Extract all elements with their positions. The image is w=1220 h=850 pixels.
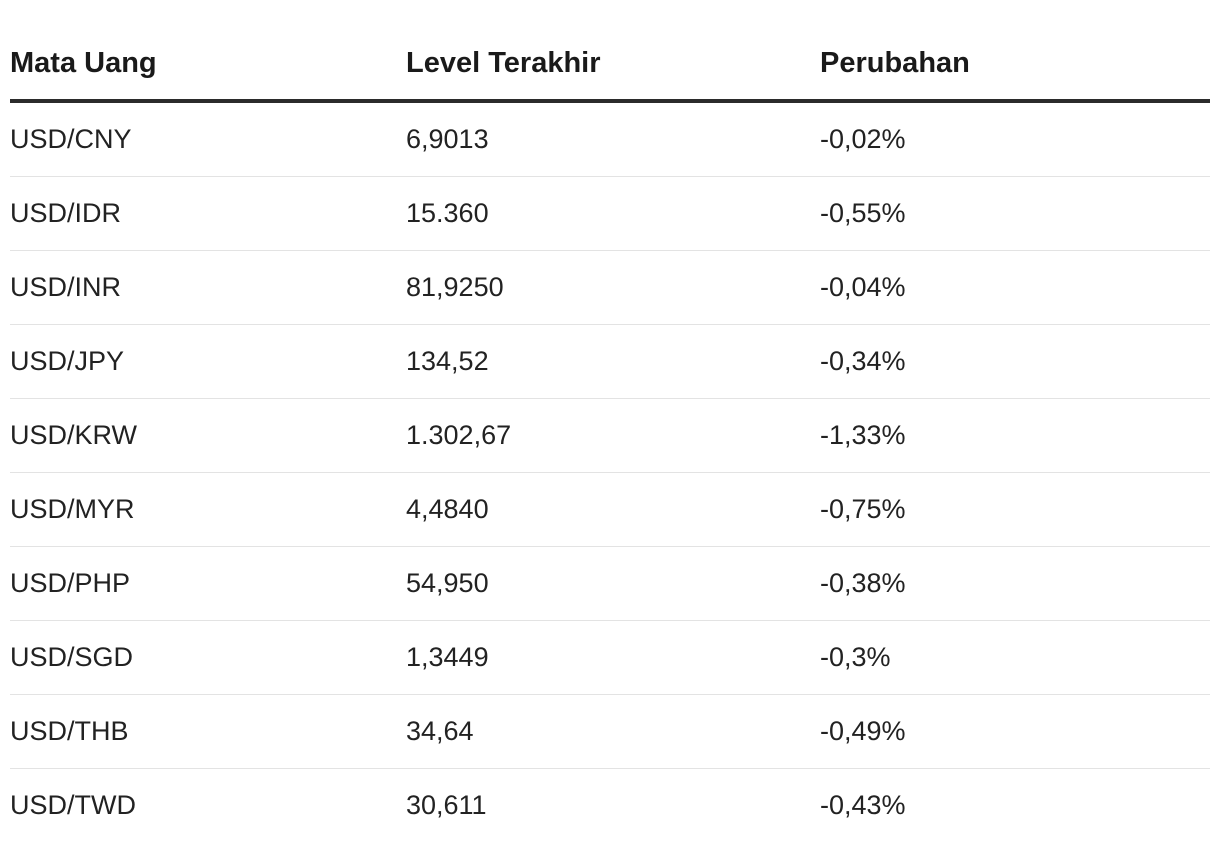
table-row: USD/THB 34,64 -0,49%	[10, 694, 1210, 769]
currency-pair-cell: USD/SGD	[10, 620, 406, 695]
last-level-cell: 1.302,67	[406, 398, 820, 473]
change-cell: -0,34%	[820, 324, 1210, 399]
currency-table: Mata Uang Level Terakhir Perubahan USD/C…	[10, 0, 1210, 842]
last-level-cell: 1,3449	[406, 620, 820, 695]
change-cell: -0,38%	[820, 546, 1210, 621]
currency-pair-cell: USD/MYR	[10, 472, 406, 547]
table-header: Mata Uang Level Terakhir Perubahan	[10, 0, 1210, 103]
currency-pair-cell: USD/TWD	[10, 790, 136, 820]
last-level-cell: 81,9250	[406, 250, 820, 325]
last-level-cell: 15.360	[406, 176, 820, 251]
change-cell: -0,49%	[820, 694, 1210, 769]
currency-pair-cell: USD/KRW	[10, 398, 406, 473]
change-cell: -0,3%	[820, 620, 1210, 695]
currency-pair-cell: USD/CNY	[10, 101, 406, 177]
table-row: USD/KRW 1.302,67 -1,33%	[10, 398, 1210, 473]
table-row: USD/MYR 4,4840 -0,75%	[10, 472, 1210, 547]
currency-pair-cell: USD/INR	[10, 250, 406, 325]
last-level-cell: 6,9013	[406, 101, 820, 177]
change-cell: -0,75%	[820, 472, 1210, 547]
currency-pair-cell: USD/PHP	[10, 546, 406, 621]
currency-table-container: Mata Uang Level Terakhir Perubahan USD/C…	[10, 0, 1210, 842]
table-row: USD/IDR 15.360 -0,55%	[10, 176, 1210, 251]
change-cell: -1,33%	[820, 398, 1210, 473]
change-cell: -0,43%	[820, 790, 906, 820]
table-row: USD/TWD 30,611 -0,43%	[10, 769, 1210, 843]
change-cell: -0,04%	[820, 250, 1210, 325]
table-row: USD/PHP 54,950 -0,38%	[10, 546, 1210, 621]
header-currency: Mata Uang	[10, 0, 406, 103]
header-change-label: Perubahan	[820, 47, 970, 79]
currency-pair-cell: USD/IDR	[10, 176, 406, 251]
header-change: Perubahan	[820, 0, 1210, 103]
table-row: USD/SGD 1,3449 -0,3%	[10, 620, 1210, 695]
header-row: Mata Uang Level Terakhir Perubahan	[10, 0, 1210, 103]
header-last-level: Level Terakhir	[406, 0, 820, 103]
table-body: USD/CNY 6,9013 -0,02% USD/IDR 15.360 -0,…	[10, 101, 1210, 842]
change-cell: -0,02%	[820, 101, 1210, 177]
table-row: USD/INR 81,9250 -0,04%	[10, 250, 1210, 325]
table-row: USD/CNY 6,9013 -0,02%	[10, 101, 1210, 177]
table-row: USD/JPY 134,52 -0,34%	[10, 324, 1210, 399]
last-level-cell: 4,4840	[406, 472, 820, 547]
last-level-cell: 30,611	[406, 790, 487, 820]
header-currency-label: Mata Uang	[10, 47, 157, 79]
last-level-cell: 54,950	[406, 546, 820, 621]
last-level-cell: 34,64	[406, 694, 820, 769]
header-last-level-label: Level Terakhir	[406, 47, 601, 79]
currency-pair-cell: USD/JPY	[10, 324, 406, 399]
change-cell: -0,55%	[820, 176, 1210, 251]
currency-pair-cell: USD/THB	[10, 694, 406, 769]
last-level-cell: 134,52	[406, 324, 820, 399]
